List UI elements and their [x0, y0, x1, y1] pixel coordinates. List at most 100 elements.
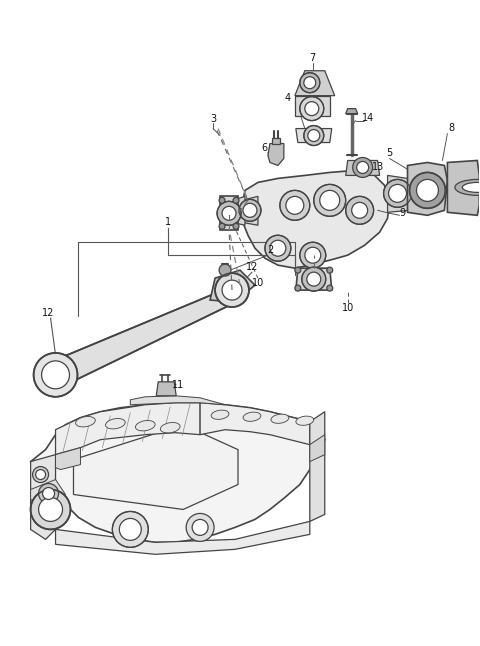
Text: 10: 10: [342, 303, 354, 313]
Circle shape: [38, 484, 59, 503]
Polygon shape: [130, 396, 225, 405]
Circle shape: [243, 203, 257, 217]
Circle shape: [280, 191, 310, 220]
Circle shape: [286, 196, 304, 214]
Polygon shape: [220, 196, 238, 230]
Circle shape: [186, 514, 214, 541]
Circle shape: [270, 240, 286, 256]
Polygon shape: [200, 402, 310, 444]
Circle shape: [302, 267, 326, 291]
Circle shape: [300, 73, 320, 92]
Text: 12: 12: [42, 308, 55, 318]
Polygon shape: [296, 129, 332, 143]
Circle shape: [215, 273, 249, 307]
Circle shape: [33, 466, 48, 483]
Polygon shape: [310, 412, 325, 521]
Ellipse shape: [243, 412, 261, 421]
Polygon shape: [447, 160, 480, 215]
Circle shape: [346, 196, 373, 224]
Polygon shape: [346, 160, 380, 176]
Circle shape: [222, 280, 242, 300]
Text: 6: 6: [262, 143, 268, 152]
Polygon shape: [242, 171, 390, 268]
Text: 14: 14: [361, 112, 374, 123]
Polygon shape: [31, 479, 65, 510]
Circle shape: [219, 198, 225, 203]
Polygon shape: [73, 424, 238, 510]
Polygon shape: [268, 143, 284, 165]
Circle shape: [112, 512, 148, 547]
Circle shape: [192, 519, 208, 536]
Circle shape: [219, 264, 231, 276]
Circle shape: [42, 361, 70, 389]
Circle shape: [308, 130, 320, 141]
Circle shape: [239, 200, 261, 222]
Circle shape: [295, 267, 301, 273]
Circle shape: [384, 180, 411, 207]
Circle shape: [409, 172, 445, 208]
Circle shape: [36, 470, 46, 479]
Polygon shape: [31, 402, 325, 543]
Circle shape: [327, 285, 333, 291]
Text: 11: 11: [172, 380, 184, 390]
Circle shape: [305, 101, 319, 116]
Polygon shape: [56, 285, 235, 390]
Circle shape: [353, 158, 372, 178]
Text: 7: 7: [310, 53, 316, 63]
Ellipse shape: [296, 416, 314, 425]
Circle shape: [417, 180, 438, 202]
Polygon shape: [56, 448, 81, 470]
Circle shape: [43, 488, 55, 499]
Circle shape: [320, 191, 340, 211]
Circle shape: [352, 202, 368, 218]
Circle shape: [120, 519, 141, 540]
Circle shape: [327, 267, 333, 273]
Ellipse shape: [106, 419, 125, 429]
Circle shape: [300, 97, 324, 121]
Ellipse shape: [211, 410, 229, 419]
Text: 4: 4: [285, 92, 291, 103]
Circle shape: [295, 285, 301, 291]
Polygon shape: [56, 521, 310, 554]
Text: 2: 2: [267, 245, 273, 255]
Ellipse shape: [271, 414, 289, 423]
Circle shape: [265, 235, 291, 261]
Polygon shape: [242, 196, 258, 225]
Polygon shape: [31, 455, 56, 539]
Polygon shape: [310, 435, 325, 462]
Ellipse shape: [462, 182, 480, 193]
Circle shape: [31, 490, 71, 530]
Polygon shape: [272, 138, 280, 143]
Text: 10: 10: [252, 278, 264, 288]
Text: 5: 5: [386, 149, 393, 158]
Circle shape: [38, 497, 62, 521]
Text: 9: 9: [399, 208, 406, 218]
Text: 1: 1: [165, 217, 171, 227]
Polygon shape: [408, 162, 447, 215]
Text: 8: 8: [448, 123, 455, 132]
Polygon shape: [295, 96, 330, 116]
Polygon shape: [346, 109, 358, 114]
Polygon shape: [296, 268, 332, 290]
Circle shape: [389, 184, 407, 202]
Polygon shape: [387, 176, 409, 213]
Circle shape: [34, 353, 77, 397]
Ellipse shape: [160, 422, 180, 433]
Circle shape: [307, 272, 321, 286]
Text: 12: 12: [246, 262, 258, 272]
Circle shape: [304, 77, 316, 89]
Ellipse shape: [455, 180, 480, 195]
Text: 3: 3: [210, 114, 216, 123]
Circle shape: [217, 202, 241, 225]
Polygon shape: [210, 270, 255, 302]
Ellipse shape: [135, 421, 155, 431]
Ellipse shape: [75, 417, 96, 427]
Polygon shape: [232, 196, 245, 225]
Circle shape: [304, 125, 324, 145]
Circle shape: [222, 206, 236, 220]
Polygon shape: [156, 382, 176, 396]
Circle shape: [305, 247, 321, 263]
Circle shape: [233, 198, 239, 203]
Circle shape: [233, 224, 239, 229]
Circle shape: [314, 184, 346, 216]
